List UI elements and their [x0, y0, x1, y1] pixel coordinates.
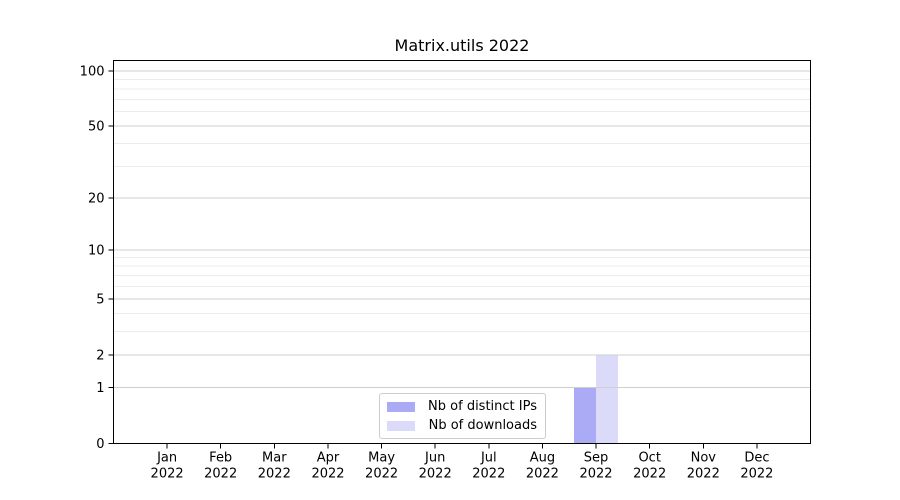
- legend-swatch-downloads: [387, 420, 415, 431]
- axes-spines: [112, 59, 812, 445]
- legend-label-downloads: Nb of downloads: [428, 418, 537, 433]
- y-tick-label: 100: [80, 65, 105, 80]
- legend-item-downloads: Nb of downloads: [387, 417, 537, 434]
- y-tick-label: 5: [96, 292, 104, 307]
- x-tick-label-year: 2022: [204, 467, 237, 482]
- x-tick-label-month: Apr: [317, 451, 340, 466]
- x-tick-label-month: May: [368, 451, 395, 466]
- legend-label-distinct-ips: Nb of distinct IPs: [428, 399, 537, 414]
- legend-swatch-distinct-ips: [387, 401, 415, 412]
- y-tick-label: 20: [88, 191, 105, 206]
- legend-item-distinct-ips: Nb of distinct IPs: [387, 398, 537, 415]
- x-tick-label-year: 2022: [579, 467, 612, 482]
- x-tick-label-year: 2022: [151, 467, 184, 482]
- x-tick-label-year: 2022: [472, 467, 505, 482]
- x-tick-label-year: 2022: [526, 467, 559, 482]
- y-tick-label: 50: [88, 120, 105, 135]
- x-tick-label-month: Nov: [691, 451, 717, 466]
- x-tick-label-month: Jan: [156, 451, 177, 466]
- x-tick-label-month: Dec: [744, 451, 769, 466]
- x-tick-label-month: Jun: [424, 451, 445, 466]
- x-tick-label-year: 2022: [311, 467, 344, 482]
- x-tick-label-month: Oct: [638, 451, 660, 466]
- y-tick-label: 10: [88, 243, 105, 258]
- y-tick-label: 1: [96, 381, 104, 396]
- x-tick-label-month: Feb: [209, 451, 232, 466]
- x-tick-label-month: Jul: [480, 451, 497, 466]
- x-tick-label-month: Aug: [530, 451, 555, 466]
- bar-sep-series0: [574, 387, 597, 444]
- x-tick-label-year: 2022: [687, 467, 720, 482]
- bar-sep-series1: [596, 354, 619, 444]
- x-tick-label-month: Sep: [584, 451, 609, 466]
- x-tick-label-year: 2022: [258, 467, 291, 482]
- x-tick-label-year: 2022: [419, 467, 452, 482]
- legend: Nb of distinct IPs Nb of downloads: [379, 393, 546, 439]
- x-tick-label-year: 2022: [633, 467, 666, 482]
- x-tick-label-year: 2022: [740, 467, 773, 482]
- x-tick-label-month: Mar: [262, 451, 287, 466]
- chart-title: Matrix.utils 2022: [394, 36, 530, 55]
- x-tick-label-year: 2022: [365, 467, 398, 482]
- y-tick-label: 0: [96, 437, 104, 452]
- y-tick-label: 2: [96, 348, 104, 363]
